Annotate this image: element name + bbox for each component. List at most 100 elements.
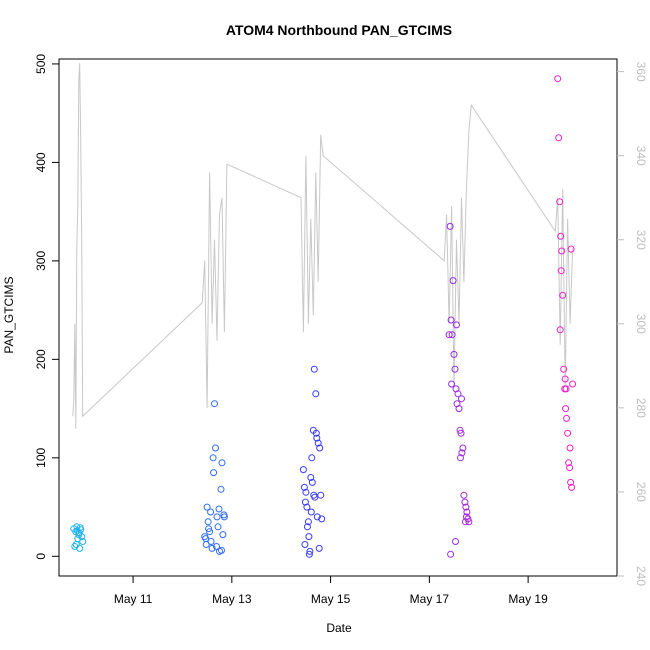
data-point — [451, 365, 459, 373]
y2-tick-label: 280 — [634, 398, 648, 418]
x-tick-label: May 13 — [212, 592, 252, 606]
data-point — [555, 134, 563, 142]
data-point — [460, 491, 468, 499]
x-axis-label: Date — [326, 621, 352, 635]
data-point — [218, 459, 226, 467]
data-point — [208, 544, 216, 552]
data-point — [314, 439, 322, 447]
data-point — [310, 365, 318, 373]
data-point — [72, 541, 80, 548]
data-point — [213, 513, 221, 521]
line-series — [72, 63, 574, 429]
y-tick-label: 500 — [34, 54, 48, 74]
plot-frame — [58, 58, 618, 577]
data-point — [300, 483, 308, 491]
data-point — [447, 550, 455, 558]
x-tick-label: May 11 — [114, 592, 153, 606]
data-point — [563, 414, 571, 422]
data-point — [299, 466, 307, 474]
y-tick-label: 200 — [34, 349, 48, 369]
data-point — [462, 503, 470, 511]
data-point — [317, 491, 325, 499]
data-point — [449, 277, 457, 285]
scatter-points-layer — [70, 75, 577, 558]
y-tick-label: 0 — [34, 553, 48, 560]
chart-title: ATOM4 Northbound PAN_GTCIMS — [226, 22, 452, 38]
data-point — [303, 523, 311, 531]
data-point — [301, 498, 309, 506]
data-point — [203, 503, 211, 511]
data-point — [458, 449, 466, 457]
y-tick-label: 300 — [34, 251, 48, 271]
data-point — [219, 531, 227, 539]
data-point — [461, 518, 469, 526]
data-point — [558, 247, 566, 255]
data-point — [566, 444, 574, 452]
data-point — [303, 503, 311, 511]
y-tick-label: 400 — [34, 152, 48, 172]
data-point — [562, 405, 570, 413]
data-point — [301, 541, 309, 548]
data-point — [457, 454, 464, 462]
data-point — [457, 429, 465, 437]
data-point — [557, 232, 565, 240]
data-point — [79, 538, 87, 545]
data-point — [307, 474, 315, 481]
data-point — [450, 350, 458, 358]
data-point — [209, 454, 217, 462]
y-tick-label: 100 — [34, 447, 48, 467]
data-point — [308, 454, 316, 462]
data-point — [452, 538, 459, 545]
data-point — [207, 538, 215, 545]
data-point — [76, 544, 84, 552]
data-point — [218, 546, 225, 554]
data-point — [448, 380, 456, 388]
data-point — [453, 321, 460, 329]
y2-tick-label: 260 — [634, 482, 648, 502]
data-point — [560, 365, 568, 373]
data-point — [315, 544, 323, 552]
data-point — [313, 434, 321, 442]
data-point — [76, 524, 84, 532]
x-axis: May 11 May 13 May 15 May 17 May 19 — [114, 576, 548, 606]
line-series-layer — [72, 63, 574, 429]
data-point — [567, 245, 575, 253]
data-point — [458, 395, 465, 403]
data-point — [214, 523, 222, 531]
data-point — [556, 198, 564, 206]
data-point — [569, 380, 577, 388]
data-point — [454, 390, 462, 398]
data-point — [310, 491, 318, 499]
data-point — [204, 518, 212, 526]
data-point — [305, 550, 313, 558]
data-point — [447, 316, 455, 324]
data-point — [305, 533, 313, 541]
data-point — [463, 508, 471, 516]
x-tick-label: May 15 — [311, 592, 351, 606]
x-tick-label: May 19 — [508, 592, 548, 606]
data-point — [462, 513, 470, 521]
data-point — [302, 488, 310, 496]
y2-axis: 240 260 280 300 320 340 360 — [617, 62, 648, 586]
x-tick-label: May 17 — [410, 592, 450, 606]
data-point — [562, 385, 570, 393]
data-point — [556, 326, 564, 334]
y2-tick-label: 240 — [634, 566, 648, 586]
data-point — [561, 375, 569, 383]
data-point — [312, 390, 320, 398]
data-point — [308, 478, 316, 486]
data-point — [75, 529, 83, 537]
data-point — [313, 513, 321, 521]
data-point — [461, 498, 469, 506]
data-point — [211, 400, 218, 408]
y-axis-label: PAN_GTCIMS — [2, 276, 16, 353]
data-point — [215, 505, 223, 513]
data-point — [564, 429, 572, 437]
data-point — [318, 515, 326, 523]
data-point — [557, 267, 565, 275]
y2-tick-label: 300 — [634, 314, 648, 334]
data-point — [565, 459, 573, 467]
data-point — [445, 331, 453, 339]
data-point — [446, 222, 454, 230]
y2-tick-label: 320 — [634, 230, 648, 250]
